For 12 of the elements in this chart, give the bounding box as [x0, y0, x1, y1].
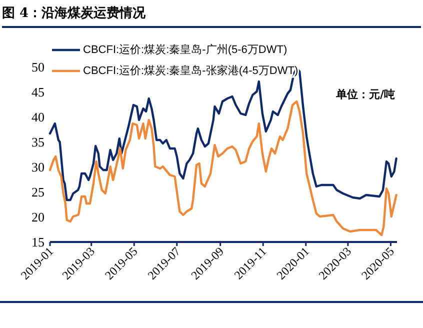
chart-title: 图 4：沿海煤炭运费情况: [2, 4, 421, 28]
y-tick-label: 25: [32, 184, 44, 200]
annotation: 单位：元/吨: [334, 88, 395, 101]
y-tick-label: 35: [32, 134, 44, 150]
y-tick-label: 15: [32, 234, 44, 250]
y-tick-label: 40: [32, 110, 44, 124]
y-tick-label: 50: [32, 60, 44, 74]
line-series: [48, 100, 398, 236]
y-tick-label: 45: [32, 84, 44, 100]
y-tick-label: 20: [32, 210, 44, 224]
legend-label: CBCFI:运价:煤炭:秦皇岛-广州(5-6万DWT): [83, 43, 288, 56]
y-tick-label: 30: [32, 160, 44, 174]
